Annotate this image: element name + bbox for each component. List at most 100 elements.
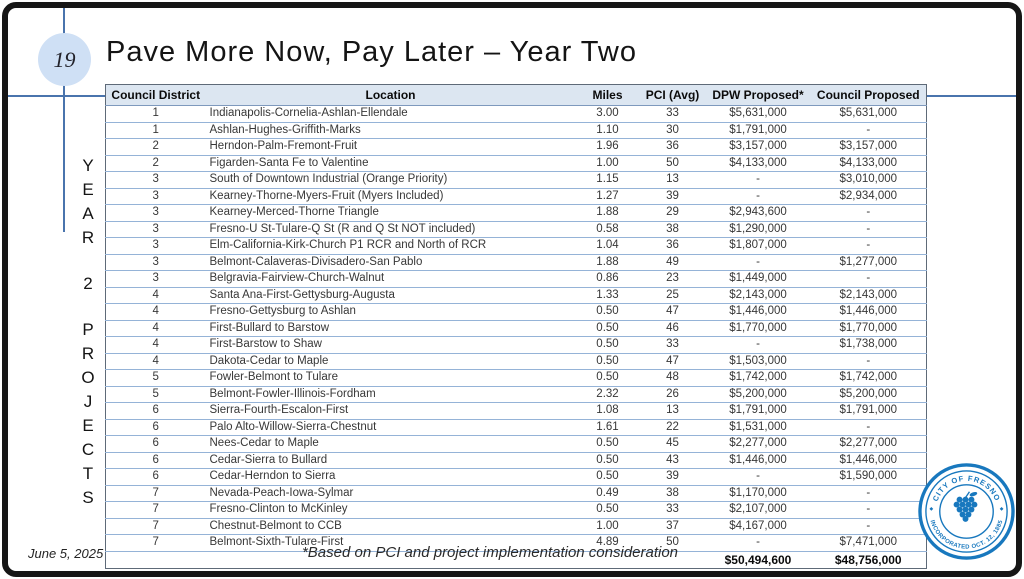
table-cell: 23: [639, 270, 706, 288]
table-cell: 2: [105, 138, 206, 156]
side-label-letter: Y: [82, 156, 94, 175]
table-cell: 0.58: [575, 221, 640, 238]
table-cell: -: [810, 270, 927, 288]
table-cell: 47: [639, 353, 706, 370]
table-cell: $3,157,000: [705, 138, 811, 156]
table-row: 3 Kearney-Merced-Thorne Triangle 1.88 29 $2,…: [105, 204, 927, 222]
table-row: 3 Belmont-Calaveras-Divisadero-San Pablo 1…: [105, 254, 927, 271]
table-cell: 1.88: [575, 204, 640, 222]
table-cell: -: [810, 353, 927, 370]
table-cell: 0.50: [575, 369, 640, 387]
table-row: 7 Fresno-Clinton to McKinley 0.50 33 $2,107,…: [105, 501, 927, 519]
side-label-letter: 2: [83, 274, 93, 293]
table-cell: 3: [105, 270, 206, 288]
table-cell: 1.08: [575, 402, 640, 420]
table-cell: $2,107,000: [705, 501, 811, 519]
table-cell: Fresno-U St-Tulare-Q St (R and Q St NOT …: [205, 221, 576, 238]
table-cell: 33: [639, 105, 706, 123]
table-cell: $1,742,000: [810, 369, 927, 387]
table-cell: 36: [639, 237, 706, 255]
table-row: 2 Figarden-Santa Fe to Valentine 1.00 50 $4,…: [105, 155, 927, 172]
table-cell: 0.50: [575, 435, 640, 453]
table-cell: 6: [105, 419, 206, 436]
table-cell: $1,791,000: [705, 122, 811, 139]
table-cell: Indianapolis-Cornelia-Ashlan-Ellendale: [205, 105, 576, 123]
side-label-letter: J: [83, 392, 93, 411]
table-cell: $5,631,000: [705, 105, 811, 123]
decorative-horizontal-line-right: [926, 95, 1016, 97]
page-number: 19: [53, 46, 76, 72]
table-cell: $2,277,000: [705, 435, 811, 453]
table-cell: -: [705, 171, 811, 189]
side-label-gap: [74, 296, 102, 318]
table-body: 1 Indianapolis-Cornelia-Ashlan-Ellendale 3…: [105, 105, 927, 552]
table-cell: -: [705, 188, 811, 205]
table-cell: $2,143,000: [705, 287, 811, 304]
table-cell: Belmont-Sixth-Tulare-First: [205, 534, 576, 552]
table-cell: 13: [639, 402, 706, 420]
table-cell: South of Downtown Industrial (Orange Pri…: [205, 171, 576, 189]
table-cell: Fowler-Belmont to Tulare: [205, 369, 576, 387]
table-cell: Ashlan-Hughes-Griffith-Marks: [205, 122, 576, 139]
table-cell: 3: [105, 204, 206, 222]
table-cell: 50: [639, 155, 706, 172]
table-cell: 1.04: [575, 237, 640, 255]
table-row: 5 Fowler-Belmont to Tulare 0.50 48 $1,742,00…: [105, 369, 927, 387]
page-title: Pave More Now, Pay Later – Year Two: [106, 36, 637, 68]
table-cell: 33: [639, 336, 706, 354]
table-cell: 38: [639, 485, 706, 502]
table-cell: $1,807,000: [705, 237, 811, 255]
side-label-letter: E: [82, 180, 94, 199]
table-cell: $1,770,000: [705, 320, 811, 337]
col-dpw-proposed: DPW Proposed*: [705, 84, 811, 106]
table-cell: $1,742,000: [705, 369, 811, 387]
table-cell: 4: [105, 336, 206, 354]
table-cell: 0.86: [575, 270, 640, 288]
table-row: 3 Fresno-U St-Tulare-Q St (R and Q St NOT…: [105, 221, 927, 238]
table-cell: 1.96: [575, 138, 640, 156]
table-cell: 29: [639, 204, 706, 222]
page-number-badge: 19: [38, 33, 91, 86]
table-cell: Kearney-Merced-Thorne Triangle: [205, 204, 576, 222]
table-cell: 7: [105, 518, 206, 535]
seal-inner-ring: [939, 484, 994, 539]
table-cell: 3: [105, 171, 206, 189]
table-cell: 3: [105, 254, 206, 271]
table-row: 4 Fresno-Gettysburg to Ashlan 0.50 47 $1,446…: [105, 303, 927, 321]
table-cell: $2,934,000: [810, 188, 927, 205]
table-row: 4 First-Bullard to Barstow 0.50 46 $1,770,00…: [105, 320, 927, 337]
table-cell: $3,157,000: [810, 138, 927, 156]
table-cell: $1,770,000: [810, 320, 927, 337]
footnote: *Based on PCI and project implementation…: [301, 544, 679, 561]
table-cell: $1,791,000: [705, 402, 811, 420]
table-cell: Cedar-Sierra to Bullard: [205, 452, 576, 469]
table-cell: Herndon-Palm-Fremont-Fruit: [205, 138, 576, 156]
table-cell: 39: [639, 188, 706, 205]
table-row: 6 Cedar-Herndon to Sierra 0.50 39- $1,590,00…: [105, 468, 927, 486]
side-label-letter: E: [82, 416, 94, 435]
table-cell: 37: [639, 518, 706, 535]
table-cell: 4: [105, 303, 206, 321]
table-cell: Nevada-Peach-Iowa-Sylmar: [205, 485, 576, 502]
table-cell: 48: [639, 369, 706, 387]
table-cell: 5: [105, 386, 206, 403]
total-dpw-proposed: $50,494,600: [724, 552, 792, 567]
table-cell: 6: [105, 435, 206, 453]
table-cell: 2.32: [575, 386, 640, 403]
table-cell: 1: [105, 105, 206, 123]
table-cell: 4: [105, 287, 206, 304]
table-row: 6 Palo Alto-Willow-Sierra-Chestnut 1.61 22 $…: [105, 419, 927, 436]
table-cell: 3: [105, 237, 206, 255]
table-cell: First-Bullard to Barstow: [205, 320, 576, 337]
table-cell: $2,943,600: [705, 204, 811, 222]
table-cell: -: [810, 485, 927, 502]
table-cell: -: [705, 468, 811, 486]
table-cell: $1,446,000: [705, 303, 811, 321]
table-cell: Belmont-Fowler-Illinois-Fordham: [205, 386, 576, 403]
table-cell: $1,446,000: [810, 303, 927, 321]
col-location: Location: [205, 84, 576, 106]
table-cell: 43: [639, 452, 706, 469]
table-row: 6 Nees-Cedar to Maple 0.50 45 $2,277,000 $2,2…: [105, 435, 927, 453]
table-cell: 46: [639, 320, 706, 337]
